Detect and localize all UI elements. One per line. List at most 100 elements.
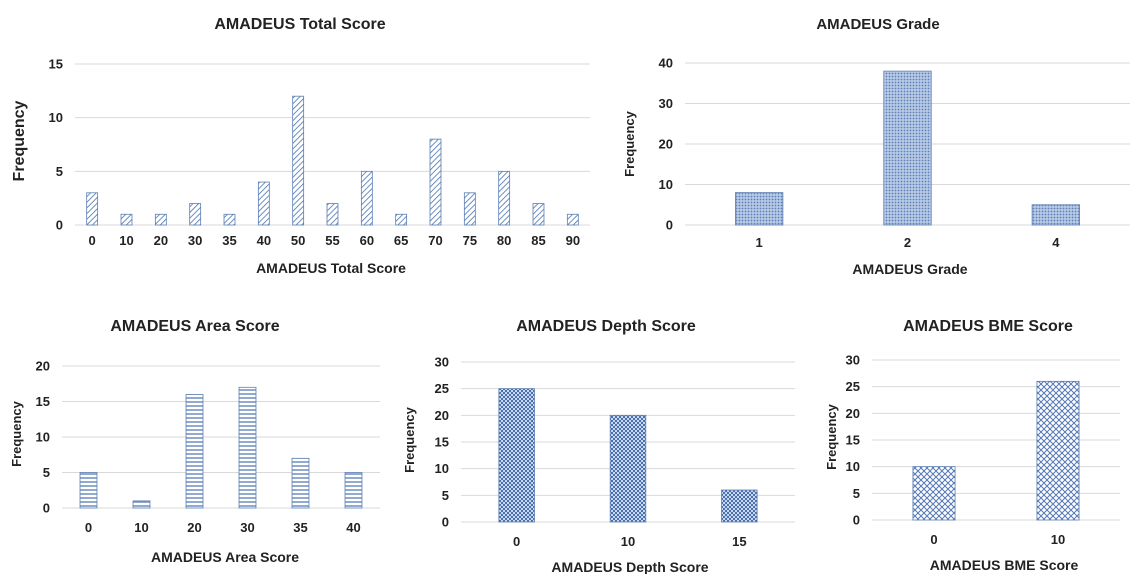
x-tick-label: 50 (291, 233, 305, 248)
x-tick-label: 35 (222, 233, 236, 248)
y-tick-label: 20 (435, 408, 449, 423)
x-tick-label: 10 (119, 233, 133, 248)
bar-35 (291, 457, 310, 509)
y-tick-label: 15 (435, 435, 449, 450)
x-tick-label: 75 (463, 233, 477, 248)
chart-area-svg: AMADEUS Area Score Frequency AMADEUS Are… (9, 318, 380, 565)
bar-35 (223, 213, 236, 226)
y-tick-label: 0 (56, 218, 63, 233)
y-tick-label: 15 (36, 394, 50, 409)
bar-40 (344, 472, 363, 509)
x-tick-label: 65 (394, 233, 408, 248)
chart-total-svg: AMADEUS Total Score Frequency AMADEUS To… (11, 16, 590, 276)
y-tick-label: 25 (435, 381, 449, 396)
chart-title: AMADEUS Area Score (110, 318, 279, 335)
x-tick-label: 10 (134, 520, 148, 535)
chart-depth-svg: AMADEUS Depth Score Frequency AMADEUS De… (402, 318, 795, 575)
x-tick-label: 80 (497, 233, 511, 248)
x-tick-label: 85 (531, 233, 545, 248)
bar-70 (429, 138, 442, 226)
chart-title: AMADEUS Grade (816, 16, 939, 33)
y-tick-label: 15 (846, 433, 860, 448)
y-tick-label: 25 (846, 379, 860, 394)
bar-65 (395, 213, 408, 226)
x-tick-label: 20 (154, 233, 168, 248)
y-tick-label: 20 (659, 137, 673, 152)
x-tick-label: 55 (325, 233, 339, 248)
chart-title: AMADEUS Total Score (214, 16, 385, 33)
chart-area-score: AMADEUS Area Score Frequency AMADEUS Are… (0, 300, 395, 574)
y-tick-label: 40 (659, 56, 673, 71)
y-tick-label: 10 (846, 459, 860, 474)
bar-85 (532, 203, 545, 226)
bar-10 (132, 500, 151, 509)
y-tick-label: 20 (846, 406, 860, 421)
chart-title: AMADEUS Depth Score (516, 318, 696, 335)
y-tick-label: 0 (43, 501, 50, 516)
bar-55 (326, 203, 339, 226)
x-axis-label: AMADEUS Total Score (256, 260, 406, 276)
x-tick-label: 0 (85, 520, 92, 535)
x-tick-label: 35 (293, 520, 307, 535)
bar-20 (185, 394, 204, 509)
bar-60 (360, 170, 373, 226)
x-tick-label: 10 (1051, 532, 1065, 547)
chart-grade: AMADEUS Grade Frequency AMADEUS Grade 0 1… (600, 0, 1134, 290)
y-tick-label: 5 (442, 488, 449, 503)
bar-80 (498, 170, 511, 226)
y-axis-label: Frequency (824, 403, 839, 470)
x-tick-label: 10 (621, 534, 635, 549)
y-tick-label: 0 (853, 513, 860, 528)
chart-depth-score: AMADEUS Depth Score Frequency AMADEUS De… (395, 300, 810, 575)
bar-75 (463, 192, 476, 226)
bar-10 (120, 213, 133, 226)
x-tick-label: 15 (732, 534, 746, 549)
chart-title: AMADEUS BME Score (903, 318, 1073, 335)
bar-10 (609, 414, 647, 523)
x-tick-label: 0 (89, 233, 96, 248)
bar-2 (883, 70, 932, 226)
y-axis-label: Frequency (11, 100, 28, 181)
bar-4 (1031, 204, 1080, 226)
chart-grade-svg: AMADEUS Grade Frequency AMADEUS Grade 0 1… (622, 16, 1130, 277)
x-tick-label: 30 (188, 233, 202, 248)
plot-area: 0 5 10 15 20 0 10 20 30 35 40 (36, 359, 380, 535)
bar-15 (721, 489, 758, 523)
x-tick-label: 2 (904, 235, 911, 250)
x-tick-label: 90 (566, 233, 580, 248)
y-tick-label: 20 (36, 359, 50, 374)
y-tick-label: 10 (659, 177, 673, 192)
plot-area: 0 5 10 15 20 25 30 0 10 (846, 353, 1120, 547)
y-axis-label: Frequency (402, 406, 417, 473)
chart-bme-svg: AMADEUS BME Score Frequency AMADEUS BME … (824, 318, 1120, 573)
y-tick-label: 0 (442, 515, 449, 530)
chart-total-score: AMADEUS Total Score Frequency AMADEUS To… (0, 0, 600, 290)
x-tick-label: 4 (1052, 235, 1060, 250)
y-tick-label: 30 (435, 355, 449, 370)
bar-50 (292, 95, 305, 226)
y-tick-label: 5 (853, 486, 860, 501)
bar-20 (154, 213, 167, 226)
bar-1 (735, 192, 784, 226)
y-tick-label: 10 (49, 110, 63, 125)
x-axis-label: AMADEUS Area Score (151, 549, 299, 565)
bar-0 (79, 472, 98, 509)
x-tick-label: 40 (257, 233, 271, 248)
bar-0 (498, 388, 535, 523)
y-tick-label: 30 (846, 353, 860, 368)
bar-30 (189, 203, 202, 226)
x-axis-label: AMADEUS Depth Score (551, 559, 708, 574)
plot-area: 0 10 20 30 40 1 2 4 (659, 56, 1130, 250)
x-tick-label: 30 (240, 520, 254, 535)
x-tick-label: 0 (930, 532, 937, 547)
bar-10 (1036, 380, 1080, 521)
y-axis-label: Frequency (9, 400, 24, 467)
bar-30 (238, 386, 257, 509)
x-tick-label: 40 (346, 520, 360, 535)
x-tick-label: 1 (756, 235, 763, 250)
x-tick-label: 60 (360, 233, 374, 248)
y-tick-label: 15 (49, 57, 63, 72)
y-tick-label: 10 (36, 430, 50, 445)
x-axis-label: AMADEUS BME Score (930, 557, 1079, 573)
x-tick-label: 70 (428, 233, 442, 248)
